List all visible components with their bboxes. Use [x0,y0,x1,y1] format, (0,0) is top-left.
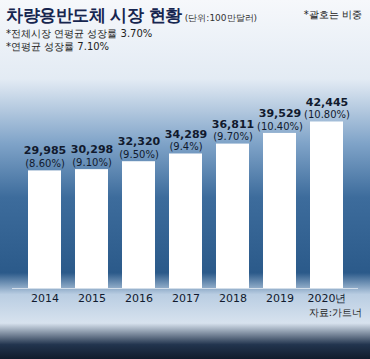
svg-text:(9.70%): (9.70%) [213,131,253,142]
html-text:*괄호는 비중: *괄호는 비중 [303,9,362,20]
svg-text:42,445: 42,445 [306,96,348,109]
svg-text:2015: 2015 [78,292,106,305]
svg-text:2016: 2016 [125,292,153,305]
svg-text:34,289: 34,289 [165,128,207,141]
svg-text:30,298: 30,298 [71,143,113,156]
html-text:*연평균 성장률 7.10%: *연평균 성장률 7.10% [6,41,110,52]
svg-text:(9.10%): (9.10%) [72,157,112,168]
svg-text:2014: 2014 [31,292,59,305]
svg-text:2018: 2018 [219,292,247,305]
svg-text:(9.50%): (9.50%) [119,149,159,160]
html-text:자료:가트너: 자료:가트너 [308,307,362,318]
svg-text:29,985: 29,985 [24,144,66,157]
svg-text:(8.60%): (8.60%) [25,158,65,169]
svg-text:(10.80%): (10.80%) [304,109,350,120]
svg-text:39,529: 39,529 [259,107,301,120]
html-text:차량용반도체 시장 현황(단위:100만달러): 차량용반도체 시장 현황(단위:100만달러) [6,5,258,25]
svg-text:(9.4%): (9.4%) [169,141,202,152]
svg-text:2017: 2017 [172,292,200,305]
html-text:*전체시장 연평균 성장률 3.70%: *전체시장 연평균 성장률 3.70% [6,28,153,39]
svg-text:2020년: 2020년 [308,292,347,305]
svg-text:(10.40%): (10.40%) [257,121,303,132]
svg-text:36,811: 36,811 [212,118,254,131]
svg-text:32,320: 32,320 [118,135,161,148]
svg-text:2019: 2019 [266,292,294,305]
